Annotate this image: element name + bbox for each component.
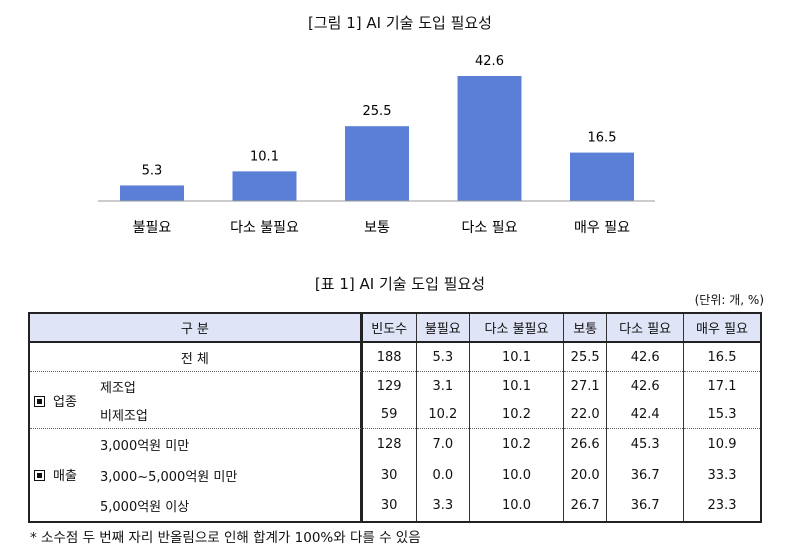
table-row: 매출 3,000억원 미만 128 7.0 10.2 26.6 45.3 10.9	[29, 428, 761, 522]
footnote: * 소수점 두 번째 자리 반올림으로 인해 합계가 100%와 다를 수 있음	[30, 530, 421, 546]
bar	[457, 76, 522, 201]
table-header-row: 구 분 빈도수 불필요 다소 불필요 보통 다소 필요 매우 필요	[29, 313, 761, 343]
bar	[570, 152, 634, 201]
column-header: 다소 불필요	[469, 313, 564, 343]
column-header: 빈도수	[360, 313, 417, 343]
table-cell: 0.0	[415, 459, 470, 491]
table-cell: 42.6	[606, 342, 684, 372]
table-cell: 7.0	[415, 428, 470, 460]
table-cell: 10.2	[415, 400, 470, 429]
table-title: [표 1] AI 기술 도입 필요성	[314, 275, 486, 293]
table-cell: 3.1	[415, 371, 470, 400]
row-label: 3,000~5,000억원 미만	[100, 459, 363, 491]
table-cell: 30	[380, 498, 398, 513]
row-label: 3,000억원 미만	[100, 428, 363, 460]
data-label: 25.5	[363, 104, 392, 119]
table-cell: 26.7	[562, 490, 607, 522]
x-tick-label: 매우 필요	[574, 220, 630, 236]
x-tick-label: 다소 불필요	[230, 220, 299, 236]
group-label: 업종	[29, 371, 100, 429]
table-cell: 17.1	[683, 371, 761, 400]
row-label: 제조업	[100, 371, 363, 400]
table-row: 5,000억원 이상 30 3.3 10.0 26.7 36.7 23.3	[29, 490, 761, 522]
figure-title: [그림 1] AI 기술 도입 필요성	[308, 14, 492, 32]
table-cell: 36.7	[606, 459, 684, 491]
column-header: 다소 필요	[606, 313, 684, 343]
table-cell: 188	[376, 349, 402, 365]
table-cell: 5.3	[415, 342, 470, 372]
table-cell: 10.1	[469, 371, 564, 400]
table-row: 전 체 188 5.3 10.1 25.5 42.6 16.5	[29, 342, 761, 372]
column-header: 보통	[562, 313, 607, 343]
bar	[345, 126, 409, 201]
group-name: 업종	[53, 394, 77, 410]
square-bullet-icon	[34, 470, 45, 482]
group-name: 매출	[53, 469, 77, 485]
bar	[232, 171, 297, 201]
data-label: 42.6	[475, 54, 504, 69]
table-cell: 23.3	[683, 490, 761, 522]
data-label: 10.1	[250, 149, 279, 164]
data-label: 5.3	[142, 163, 163, 178]
table-cell: 20.0	[562, 459, 607, 491]
x-tick-label: 보통	[364, 220, 390, 236]
group-label: 매출	[29, 428, 100, 522]
row-label: 5,000억원 이상	[100, 490, 363, 522]
column-header: 구 분	[29, 313, 363, 343]
table-cell: 10.0	[469, 490, 564, 522]
table-cell: 10.2	[469, 400, 564, 429]
row-label: 비제조업	[100, 400, 363, 429]
table-cell: 3.3	[415, 490, 470, 522]
table-unit: (단위: 개, %)	[694, 293, 764, 307]
table-cell: 30	[380, 467, 398, 483]
table-cell: 15.3	[683, 400, 761, 429]
table-cell: 42.6	[606, 371, 684, 400]
table-row: 업종 제조업 129 3.1 10.1 27.1 42.6 17.1	[29, 371, 761, 429]
data-label: 16.5	[588, 131, 617, 146]
table-cell: 10.0	[469, 459, 564, 491]
row-label: 전 체	[29, 342, 363, 372]
table-cell: 59	[380, 406, 398, 422]
bar-chart: 5.3 불필요 10.1 다소 불필요 25.5 보통 42.6 다소 필요 16.5 매우 필요	[98, 54, 655, 236]
table-cell: 128	[361, 428, 417, 460]
table-cell: 22.0	[562, 400, 607, 429]
column-header: 매우 필요	[683, 313, 761, 343]
x-tick-label: 불필요	[133, 220, 172, 236]
data-table: 구 분 빈도수 불필요 다소 불필요 보통 다소 필요 매우 필요 전 체 188 5.3 10.…	[28, 312, 762, 523]
table-cell: 25.5	[562, 342, 607, 372]
table-cell: 27.1	[562, 371, 607, 400]
table-cell: 10.9	[683, 428, 761, 460]
table-cell: 16.5	[683, 342, 761, 372]
table-cell: 10.2	[469, 428, 564, 460]
bar	[120, 185, 184, 201]
table-cell: 36.7	[606, 490, 684, 522]
column-header: 불필요	[415, 313, 470, 343]
table-cell: 129	[361, 371, 417, 400]
x-tick-label: 다소 필요	[462, 220, 518, 236]
table-row: 비제조업 59 10.2 10.2 22.0 42.4 15.3	[29, 400, 761, 429]
table-cell: 45.3	[606, 428, 684, 460]
table-cell: 10.1	[469, 342, 564, 372]
table-cell: 42.4	[606, 400, 684, 429]
table-cell: 26.6	[562, 428, 607, 460]
table-row: 3,000~5,000억원 미만 30 0.0 10.0 20.0 36.7 33.3	[29, 459, 761, 491]
table-cell: 33.3	[683, 459, 761, 491]
square-bullet-icon	[34, 395, 45, 407]
